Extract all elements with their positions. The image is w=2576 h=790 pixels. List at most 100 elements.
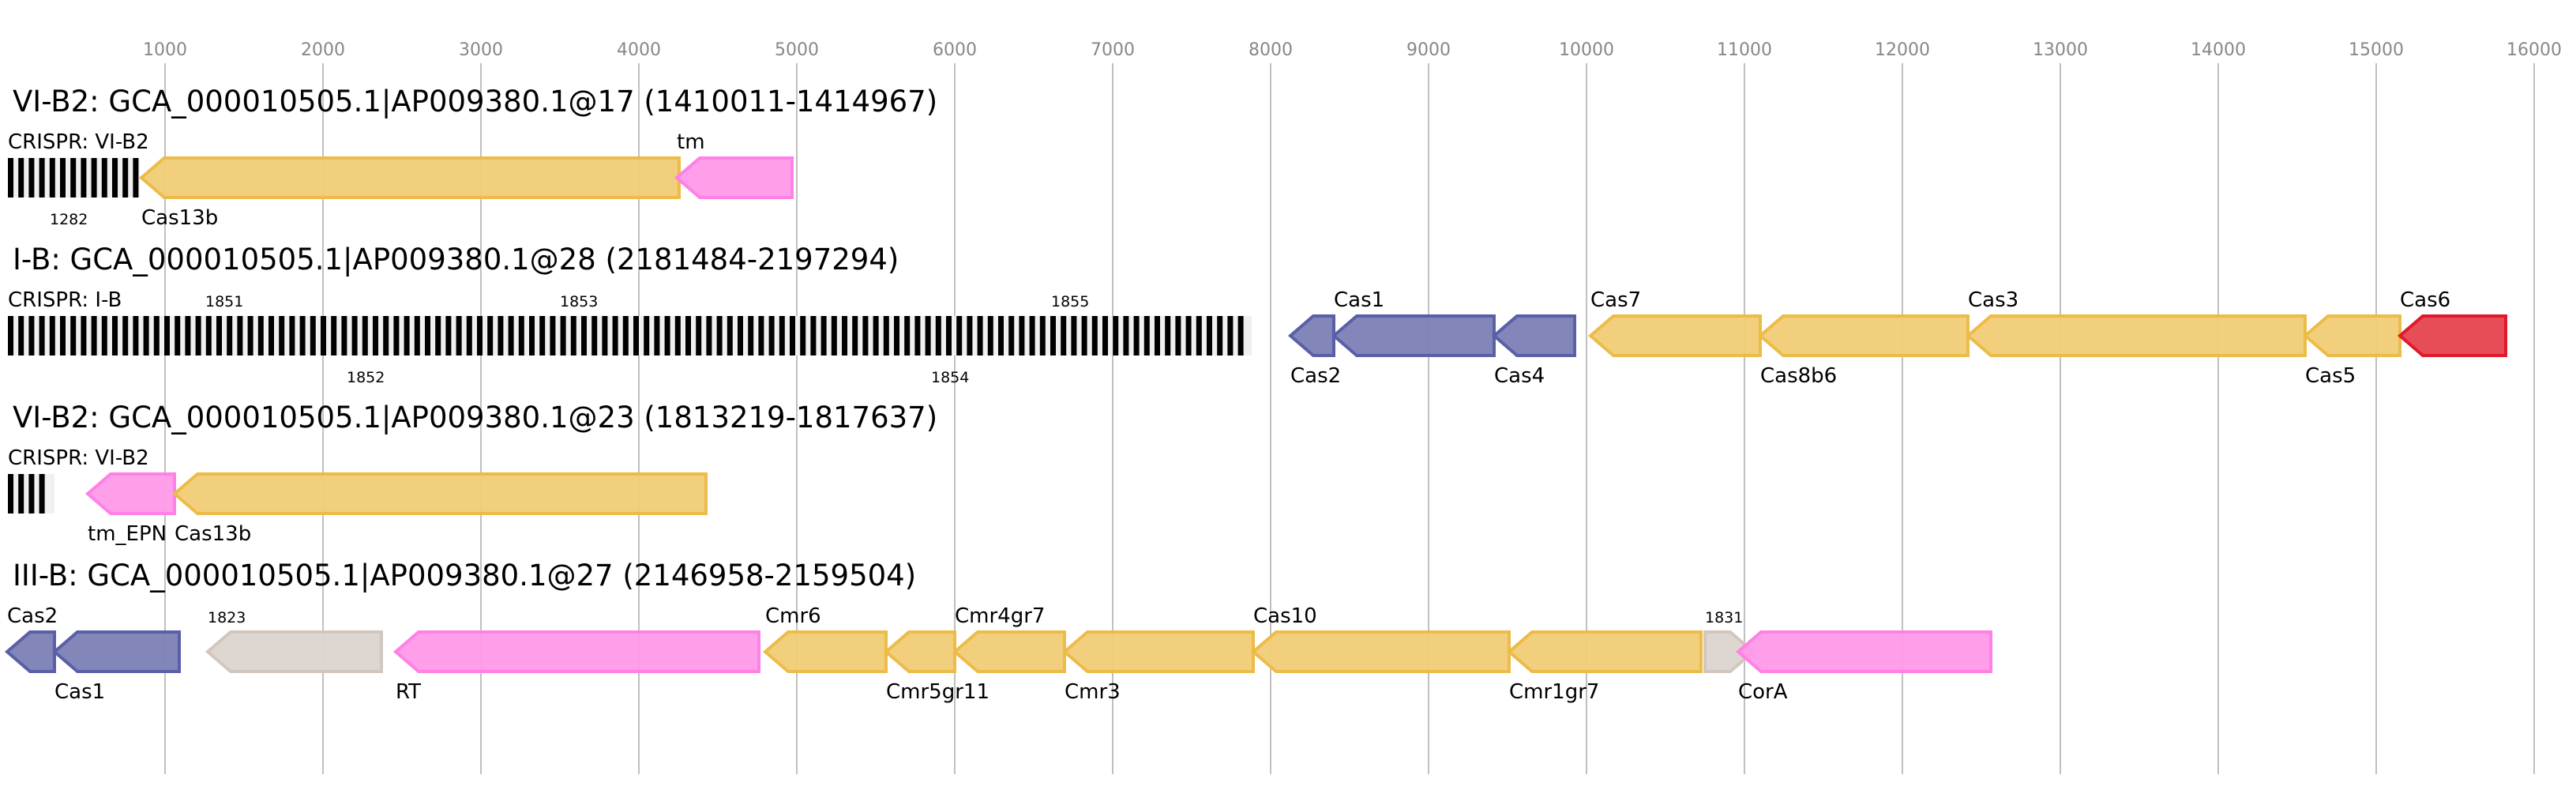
gene-cmr3[interactable]: Cmr3: [1061, 630, 1255, 704]
locus-4: III-B: GCA_000010505.1|AP009380.1@27 (21…: [4, 559, 1992, 704]
crispr-repeat: [466, 316, 472, 356]
crispr-array[interactable]: CRISPR: I-B 1851 1852 1853 1854 1855: [8, 288, 1252, 386]
crispr-repeat: [644, 316, 650, 356]
gene-arrow[interactable]: [1757, 314, 1970, 357]
gene-arrow[interactable]: [51, 630, 181, 673]
gene-arrow[interactable]: [762, 630, 888, 673]
gene-arrow[interactable]: [138, 156, 681, 199]
gene-label: Cmr5gr11: [886, 680, 989, 704]
gene-arrow[interactable]: [1061, 630, 1255, 673]
gene-arrow[interactable]: [4, 630, 56, 673]
crispr-repeat: [1081, 316, 1087, 356]
crispr-repeat: [81, 316, 87, 356]
gene-arrow[interactable]: [1735, 630, 1992, 673]
tick-label: 15000: [2349, 40, 2404, 60]
crispr-repeat: [257, 316, 264, 356]
gene-arrow[interactable]: [1287, 314, 1335, 357]
gene-cas8b6[interactable]: Cas8b6: [1757, 314, 1970, 388]
gene-arrow[interactable]: [84, 472, 176, 515]
crispr-repeat: [404, 316, 410, 356]
crispr-repeat: [664, 316, 670, 356]
gene-arrow[interactable]: [392, 630, 760, 673]
locus-1: VI-B2: GCA_000010505.1|AP009380.1@17 (14…: [8, 85, 937, 230]
crispr-repeat: [935, 316, 941, 356]
crispr-repeat: [591, 316, 598, 356]
gene-arrow[interactable]: [171, 472, 708, 515]
gene-cas10[interactable]: Cas10: [1250, 604, 1511, 673]
gene-arrow[interactable]: [674, 156, 794, 199]
crispr-repeat: [1029, 316, 1035, 356]
gene-1831[interactable]: 1831: [1703, 609, 1756, 673]
tick-label: 7000: [1091, 40, 1135, 60]
crispr-repeat: [738, 316, 743, 356]
crispr-repeat: [1113, 316, 1119, 356]
gene-arrow[interactable]: [1491, 314, 1576, 357]
gene-cas1[interactable]: Cas1: [1331, 288, 1496, 357]
gene-arrow[interactable]: [1965, 314, 2307, 357]
gene-cas1[interactable]: Cas1: [51, 630, 181, 704]
crispr-repeat: [143, 316, 149, 356]
tick-label: 2000: [301, 40, 345, 60]
gene-arrow[interactable]: [1703, 630, 1756, 673]
crispr-repeat: [560, 316, 566, 356]
crispr-repeat: [362, 316, 368, 356]
crispr-id-label: 1855: [1051, 293, 1089, 310]
gene-arrow[interactable]: [1250, 630, 1511, 673]
gene-arrow[interactable]: [2302, 314, 2401, 357]
gene-tm_epn[interactable]: tm_EPN: [84, 472, 176, 546]
crispr-repeat: [518, 316, 524, 356]
gene-cmr5gr11[interactable]: Cmr5gr11: [883, 630, 989, 704]
crispr-repeat: [862, 316, 869, 356]
crispr-repeat: [894, 316, 899, 356]
gene-arrow[interactable]: [1506, 630, 1703, 673]
gene-cas13b[interactable]: Cas13b: [171, 472, 708, 546]
crispr-repeat: [904, 316, 911, 356]
gene-cas3[interactable]: Cas3: [1965, 288, 2307, 357]
crispr-repeat: [112, 158, 118, 198]
crispr-array[interactable]: CRISPR: VI-B2: [8, 446, 149, 514]
gene-cas2[interactable]: Cas2: [1287, 314, 1341, 388]
gene-cmr6[interactable]: Cmr6: [762, 604, 888, 673]
gene-cas6[interactable]: Cas6: [2397, 288, 2507, 357]
gene-cas13b[interactable]: Cas13b: [138, 156, 681, 230]
crispr-repeat: [175, 316, 181, 356]
gene-rt[interactable]: RT: [392, 630, 760, 704]
gene-arrow[interactable]: [2397, 314, 2507, 357]
gene-cas5[interactable]: Cas5: [2302, 314, 2401, 388]
gene-arrow[interactable]: [1587, 314, 1762, 357]
gene-arrow[interactable]: [1331, 314, 1496, 357]
crispr-repeat: [1185, 316, 1192, 356]
crispr-label: CRISPR: VI-B2: [8, 130, 149, 154]
crispr-repeat: [768, 316, 775, 356]
gene-cas2[interactable]: Cas2: [4, 604, 58, 673]
crispr-repeat: [456, 316, 462, 356]
gene-arrow[interactable]: [952, 630, 1066, 673]
crispr-repeat: [414, 316, 420, 356]
locus-3: VI-B2: GCA_000010505.1|AP009380.1@23 (18…: [8, 401, 937, 546]
crispr-repeat: [800, 316, 806, 356]
gene-tm[interactable]: tm: [674, 130, 794, 199]
loci: VI-B2: GCA_000010505.1|AP009380.1@17 (14…: [4, 85, 2507, 704]
gene-cas7[interactable]: Cas7: [1587, 288, 1762, 357]
gene-arrow[interactable]: [205, 630, 383, 673]
crispr-repeat: [373, 316, 378, 356]
tick-label: 11000: [1717, 40, 1772, 60]
gene-label: Cmr4gr7: [955, 604, 1045, 628]
gene-cmr1gr7[interactable]: Cmr1gr7: [1506, 630, 1703, 704]
crispr-repeat: [18, 316, 24, 356]
gene-arrow[interactable]: [883, 630, 956, 673]
crispr-repeat: [1175, 316, 1181, 356]
gene-cas4[interactable]: Cas4: [1491, 314, 1576, 388]
gene-cmr4gr7[interactable]: Cmr4gr7: [952, 604, 1066, 673]
tick-label: 16000: [2507, 40, 2562, 60]
crispr-repeat: [1165, 316, 1171, 356]
crispr-array[interactable]: CRISPR: VI-B2 1282: [8, 130, 149, 228]
gene-1823[interactable]: 1823: [205, 609, 383, 673]
crispr-repeat: [279, 316, 285, 356]
crispr-repeat: [946, 316, 952, 356]
tick-label: 9000: [1406, 40, 1451, 60]
crispr-repeat: [956, 316, 963, 356]
gene-cora[interactable]: CorA: [1735, 630, 1992, 704]
crispr-repeat: [60, 316, 66, 356]
gene-label: Cas13b: [141, 206, 218, 230]
